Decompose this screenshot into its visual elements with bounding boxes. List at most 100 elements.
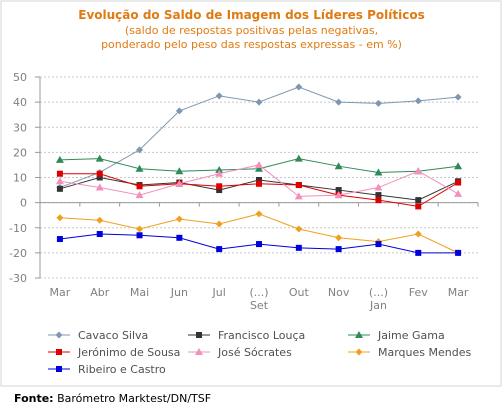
data-point	[255, 160, 263, 168]
legend-label: Francisco Louça	[218, 329, 305, 342]
data-point	[56, 366, 62, 372]
data-point	[95, 183, 104, 191]
data-point	[196, 332, 202, 338]
data-point	[96, 170, 103, 177]
data-point	[294, 192, 303, 200]
x-tick-label: Jun	[170, 286, 188, 299]
data-point	[136, 146, 144, 154]
data-point	[56, 170, 63, 177]
data-point	[256, 180, 262, 187]
y-tick-label: 30	[13, 121, 27, 134]
data-point	[215, 165, 224, 173]
data-point	[454, 162, 463, 170]
legend-item: Marques Mendes	[348, 346, 471, 359]
y-tick-label: -20	[9, 247, 27, 260]
data-point	[295, 225, 303, 233]
legend-item: Jerónimo de Sousa	[48, 346, 180, 359]
legend: Cavaco Silva Francisco Louça Jaime Gama Jer…	[48, 329, 471, 376]
data-point	[55, 331, 63, 339]
data-point	[374, 168, 383, 176]
y-tick-label: 50	[13, 71, 27, 84]
legend-item: Jaime Gama	[348, 329, 445, 342]
series-ribeiro-e-castro	[56, 231, 462, 256]
legend-item: Cavaco Silva	[48, 329, 148, 342]
data-point	[334, 162, 343, 170]
data-point	[176, 234, 183, 241]
data-point	[136, 183, 143, 190]
data-point	[295, 182, 302, 189]
chart-frame	[0, 0, 502, 387]
legend-label: Ribeiro e Castro	[78, 363, 166, 376]
data-point	[175, 167, 184, 175]
data-point	[295, 83, 303, 91]
data-point	[375, 192, 382, 199]
x-tick-label: Mai	[130, 286, 149, 299]
data-point	[175, 215, 183, 223]
data-point	[256, 177, 262, 184]
axes: -30 -20 -10 0 10 20 30 40 50 Mar Abr Mai Jun Jul (...)…	[9, 71, 479, 312]
legend-label: Jerónimo de Sousa	[77, 346, 180, 359]
data-point	[294, 154, 303, 162]
data-point	[195, 348, 203, 355]
legend-item: Ribeiro e Castro	[48, 363, 166, 376]
x-tick-label: Mar	[50, 286, 71, 299]
source-note: Fonte: Barómetro Marktest/DN/TSF	[14, 392, 211, 405]
data-point	[56, 349, 62, 355]
legend-label: Marques Mendes	[378, 346, 471, 359]
x-tick-label: Abr	[90, 286, 110, 299]
series-jer-nimo-de-sousa	[56, 170, 462, 210]
data-point	[96, 231, 103, 238]
data-point	[375, 241, 382, 248]
data-point	[454, 93, 462, 101]
data-point	[175, 179, 184, 187]
data-point	[56, 214, 64, 222]
data-point	[355, 331, 363, 338]
data-point	[335, 234, 343, 242]
data-point	[136, 232, 143, 239]
data-point	[136, 225, 144, 233]
legend-label: Cavaco Silva	[78, 329, 148, 342]
series-cavaco-silva	[56, 83, 462, 192]
x-tick-label: (...) Set	[249, 286, 268, 312]
data-point	[56, 236, 63, 243]
data-point	[355, 348, 363, 356]
data-point	[216, 246, 223, 253]
data-point	[415, 197, 422, 204]
y-tick-label: -10	[9, 222, 27, 235]
data-point	[375, 197, 382, 204]
data-point	[455, 249, 462, 256]
data-point	[56, 185, 63, 192]
data-point	[454, 189, 463, 197]
source-text: Barómetro Marktest/DN/TSF	[53, 392, 212, 405]
data-point	[215, 220, 223, 228]
legend-label: Jaime Gama	[377, 329, 445, 342]
data-point	[335, 98, 343, 106]
series-jos-s-crates	[55, 160, 463, 200]
legend-item: Francisco Louça	[188, 329, 305, 342]
x-tick-label: Mar	[448, 286, 469, 299]
data-point	[256, 241, 262, 248]
data-point	[374, 183, 383, 191]
data-point	[95, 154, 104, 162]
chart-subtitle-line2: ponderado pelo peso das respostas expres…	[101, 38, 402, 51]
data-point	[215, 169, 224, 177]
data-point	[96, 174, 103, 181]
y-tick-label: 0	[20, 197, 27, 210]
legend-label: José Sócrates	[217, 346, 292, 359]
data-point	[335, 187, 342, 194]
data-point	[175, 107, 183, 115]
data-point	[414, 230, 422, 238]
data-point	[374, 99, 382, 107]
y-tick-label: 40	[13, 96, 27, 109]
x-tick-label: Nov	[328, 286, 350, 299]
x-tick-label: Jul	[212, 286, 226, 299]
chart-title: Evolução do Saldo de Imagem dos Líderes …	[78, 8, 425, 22]
data-point	[415, 249, 422, 256]
data-point	[255, 164, 263, 172]
legend-item: José Sócrates	[188, 346, 292, 359]
source-label: Fonte:	[14, 392, 54, 405]
x-tick-label: Fev	[409, 286, 428, 299]
data-point	[215, 92, 223, 100]
data-point	[255, 210, 263, 218]
